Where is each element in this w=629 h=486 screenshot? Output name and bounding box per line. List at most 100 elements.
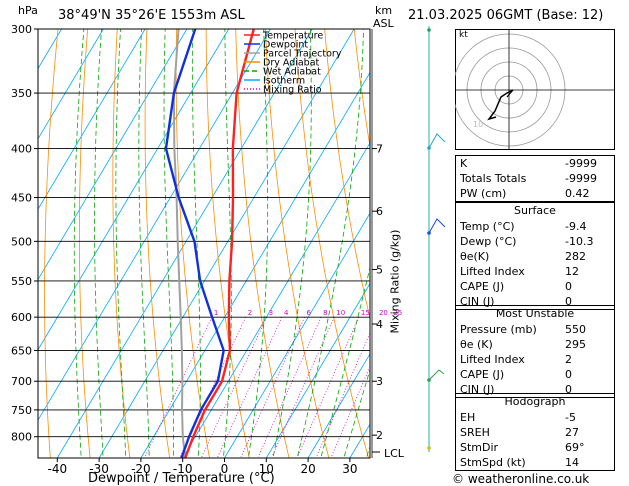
mixing-ratio-label: 15 (361, 309, 370, 317)
row-value: 0 (565, 280, 572, 293)
km-tick-label: 2 (376, 429, 383, 442)
wind-barb (428, 218, 446, 234)
lcl-label: LCL (384, 447, 404, 460)
table-row: θe(K) 282 (456, 249, 614, 264)
table-row: Lifted Index 12 (456, 264, 614, 279)
row-key: StmDir (460, 441, 499, 454)
pressure-tick-label: 450 (11, 192, 32, 205)
copyright-footer: © weatheronline.co.uk (452, 472, 590, 486)
row-key: Totals Totals (460, 172, 527, 185)
row-key: CAPE (J) (460, 280, 505, 293)
row-value: 0 (565, 295, 572, 308)
wind-barb (428, 133, 446, 149)
table-row: PW (cm) 0.42 (456, 186, 614, 201)
row-key: PW (cm) (460, 187, 507, 200)
row-value: -9999 (565, 172, 597, 185)
table-row: SREH 27 (456, 425, 614, 440)
wet-adiabat-line (163, 29, 174, 458)
mixing-ratio-label: 3 (269, 309, 273, 317)
isotherm-line (38, 29, 188, 281)
surface-table: Surface Temp (°C) -9.4 Dewp (°C) -10.3 θe(… (455, 202, 615, 310)
row-key: CIN (J) (460, 383, 495, 396)
row-value: 12 (565, 265, 579, 278)
dry-adiabat-line (144, 29, 171, 458)
pressure-tick-label: 300 (11, 23, 32, 36)
mixing-ratio-label: 20 (379, 309, 388, 317)
wind-level-dot (427, 28, 431, 32)
row-key: Pressure (mb) (460, 323, 537, 336)
table-row: Dewp (°C) -10.3 (456, 234, 614, 249)
row-value: 282 (565, 250, 586, 263)
hodograph-kt-label: kt (459, 30, 468, 40)
legend-label: Mixing Ratio (263, 85, 322, 96)
mixing-ratio-line (316, 332, 370, 458)
pressure-tick-label: 650 (11, 344, 32, 357)
table-row: CIN (J) 0 (456, 294, 614, 309)
table-row: CAPE (J) 0 (456, 367, 614, 382)
unstable-title: Most Unstable (495, 307, 575, 320)
wet-adiabat-line (320, 266, 370, 458)
hodograph-title: Hodograph (504, 395, 566, 408)
km-tick-label: 3 (376, 375, 383, 388)
mixing-ratio-label: 25 (393, 309, 402, 317)
mixing-ratio-line (240, 316, 305, 458)
legend-label: Dewpoint (263, 40, 308, 51)
row-value: 0 (565, 383, 572, 396)
row-key: CAPE (J) (460, 368, 505, 381)
svg-text:10: 10 (473, 120, 483, 129)
dry-adiabat-line (44, 29, 59, 458)
row-value: 0 (565, 368, 572, 381)
legend-label: Parcel Trajectory (263, 49, 342, 60)
legend-label: Wet Adiabat (263, 67, 321, 78)
isotherm-line (182, 142, 370, 458)
wet-adiabat-line (94, 29, 104, 458)
row-value: -9999 (565, 157, 597, 170)
asl-unit-label: ASL (373, 17, 394, 30)
wet-adiabat-line (222, 29, 232, 458)
row-key: θe(K) (460, 250, 490, 263)
isotherm-line (307, 353, 370, 458)
temperature-tick-label: -40 (47, 462, 67, 476)
mixing-ratio-line (217, 316, 283, 458)
pressure-unit-label: hPa (18, 4, 38, 17)
row-value: -5 (565, 411, 576, 424)
wet-adiabat-line (247, 29, 269, 458)
wind-barb (428, 369, 445, 381)
table-row: StmSpd (kt) 14 (456, 455, 614, 470)
dry-adiabat-line (112, 29, 131, 458)
pressure-tick-label: 800 (11, 431, 32, 444)
wind-level-dot (427, 446, 431, 450)
row-key: Temp (°C) (460, 220, 515, 233)
parcel-trajectory-line (172, 29, 187, 458)
dry-adiabat-line (205, 29, 250, 458)
indices-table: K -9999 Totals Totals -9999 PW (cm) 0.42 (455, 155, 615, 202)
row-key: Lifted Index (460, 353, 525, 366)
isotherm-line (265, 282, 370, 458)
isotherm-line (38, 29, 230, 351)
mixing-ratio-label: 8 (323, 309, 327, 317)
row-value: 27 (565, 426, 579, 439)
dry-adiabat-line (235, 29, 290, 458)
row-key: CIN (J) (460, 295, 495, 308)
km-tick-label: 7 (376, 143, 383, 156)
isotherm-line (38, 29, 271, 421)
hodograph-table: Hodograph EH -5 SREH 27 StmDir 69° StmSpd (… (455, 393, 615, 471)
dry-adiabat-line (621, 29, 629, 458)
temperature-tick-label: 0 (221, 462, 229, 476)
pressure-tick-label: 700 (11, 375, 32, 388)
row-key: θe (K) (460, 338, 493, 351)
temperature-tick-label: 20 (300, 462, 315, 476)
isotherm-line (98, 29, 355, 458)
wet-adiabat-line (343, 368, 370, 458)
pressure-tick-label: 750 (11, 404, 32, 417)
row-value: 14 (565, 456, 579, 469)
row-key: SREH (460, 426, 490, 439)
table-row: Pressure (mb) 550 (456, 322, 614, 337)
hodograph-trace (487, 89, 514, 121)
pressure-tick-label: 500 (11, 235, 32, 248)
wet-adiabat-line (296, 29, 364, 458)
row-value: -9.4 (565, 220, 587, 233)
wet-adiabat-line (115, 29, 127, 458)
km-tick-label: 4 (376, 318, 383, 331)
